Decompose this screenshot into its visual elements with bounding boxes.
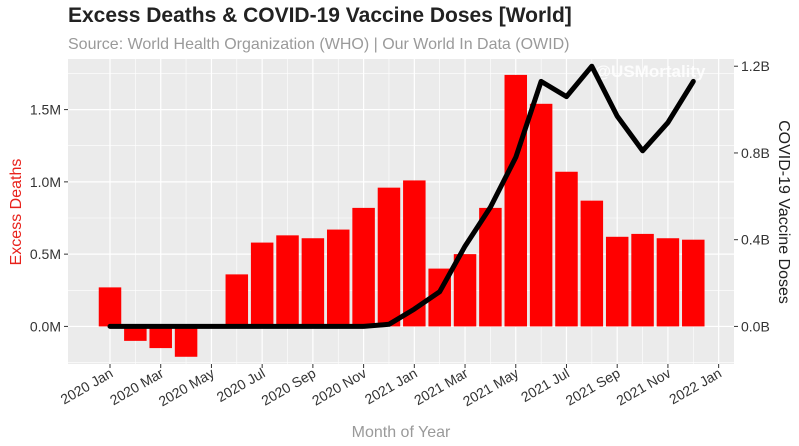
y-tick-label: 0.0M (30, 318, 61, 334)
x-tick-label: 2021 Nov (614, 365, 674, 409)
y-axis-label-right: COVID-19 Vaccine Doses (775, 120, 792, 304)
bar-2020-10 (326, 229, 350, 327)
x-tick-label: 2021 Jul (518, 365, 572, 405)
bar-2020-12 (377, 187, 401, 327)
bar-2020-07 (250, 242, 274, 327)
bar-2021-06 (529, 103, 553, 327)
bar-2021-11 (656, 238, 680, 327)
bar-2021-03 (453, 254, 477, 327)
bar-2020-03 (149, 326, 172, 349)
y2-tick-label: 0.0B (741, 318, 770, 334)
x-tick-label: 2022 Jan (666, 365, 724, 408)
x-tick-label: 2020 Mar (107, 365, 167, 409)
bar-2020-09 (301, 238, 325, 327)
x-tick-label: 2021 May (460, 365, 521, 410)
y-tick-label: 0.5M (30, 246, 61, 262)
x-tick-label: 2021 Jan (362, 365, 420, 408)
bar-2021-10 (631, 233, 654, 327)
x-axis-label: Month of Year (352, 424, 451, 441)
bar-2020-11 (352, 207, 375, 327)
chart-subtitle: Source: World Health Organization (WHO) … (68, 36, 570, 53)
bar-2021-08 (580, 200, 604, 327)
y-axis-right: 0.0B 0.4B 0.8B 1.2B (734, 58, 770, 334)
bar-2021-04 (479, 207, 502, 327)
y2-tick-label: 0.4B (741, 232, 770, 248)
y-axis-label-left: Excess Deaths (8, 159, 25, 266)
bar-2021-07 (555, 171, 578, 327)
x-tick-label: 2020 Sep (258, 365, 318, 409)
bar-2020-06 (225, 274, 249, 327)
x-tick-label: 2020 Jul (214, 365, 268, 405)
grid-lines (68, 59, 734, 364)
x-tick-label: 2021 Sep (563, 365, 623, 409)
y-tick-label: 1.5M (30, 102, 61, 118)
bar-2020-01 (98, 287, 122, 327)
bar-2021-05 (504, 74, 528, 327)
vaccine-doses-line (107, 63, 696, 329)
y2-tick-label: 0.8B (741, 145, 770, 161)
watermark: @USMortality (594, 62, 706, 81)
bar-2021-01 (403, 180, 426, 327)
x-tick-label: 2020 Nov (309, 365, 369, 409)
bar-2020-04 (174, 326, 198, 357)
chart-title: Excess Deaths & COVID-19 Vaccine Doses [… (68, 4, 572, 27)
y2-tick-label: 1.2B (741, 58, 770, 74)
y-axis-left: 0.0M 0.5M 1.0M 1.5M (30, 102, 68, 334)
bar-2020-08 (276, 235, 299, 327)
bar-series (98, 74, 705, 357)
x-tick-label: 2021 Mar (411, 365, 471, 409)
bar-2020-02 (124, 326, 147, 341)
y-tick-label: 1.0M (30, 174, 61, 190)
x-tick-label: 2020 May (156, 365, 217, 410)
bar-2021-12 (682, 239, 705, 327)
bar-2021-09 (605, 236, 629, 327)
x-tick-label: 2020 Jan (58, 365, 116, 408)
